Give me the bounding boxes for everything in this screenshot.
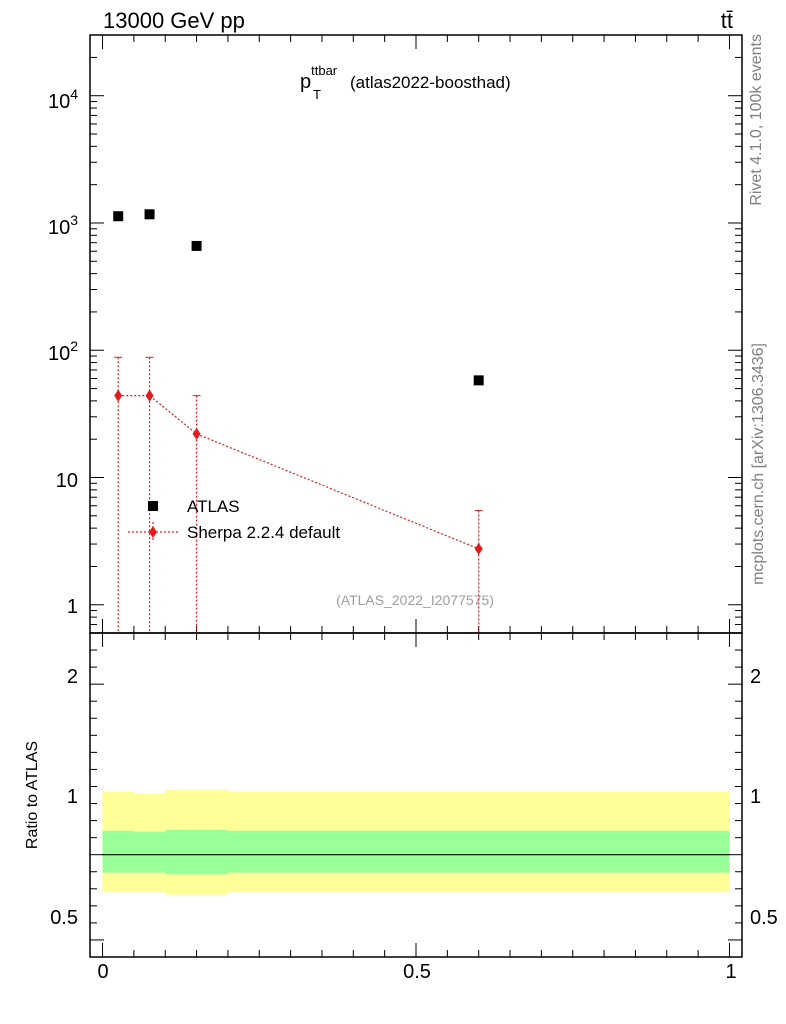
x-tick-label-0.5: 0.5 xyxy=(403,961,431,983)
atlas-point xyxy=(473,375,484,386)
legend: ATLAS Sherpa 2.2.4 default xyxy=(128,497,340,542)
ratio-y-tick-label-2: 2 xyxy=(67,666,78,688)
stat-uncertainty-band-segment xyxy=(133,831,166,873)
ratio-y-tick-label-1: 1 xyxy=(67,786,78,808)
ratio-y-tick-label-right-2: 2 xyxy=(750,666,761,688)
ratio-panel: 0.5 1 2 0.5 1 2 Ratio to ATLAS 0 0.5 1 xyxy=(24,632,778,983)
y-tick-label-1: 1 xyxy=(67,596,78,618)
atlas-series xyxy=(113,209,484,386)
y-tick-label-10000: 104 xyxy=(48,86,78,113)
legend-atlas-marker xyxy=(148,501,158,511)
y-tick-label-100: 102 xyxy=(48,338,78,365)
main-y-ticks xyxy=(90,34,742,634)
title-main: p xyxy=(300,71,311,93)
stat-uncertainty-band-segment xyxy=(102,830,134,873)
sherpa-line xyxy=(118,395,479,550)
title-tail: (atlas2022-boosthad) xyxy=(350,73,511,92)
x-tick-label-0: 0 xyxy=(97,961,108,983)
legend-sherpa-marker xyxy=(149,526,157,538)
analysis-id-label: (ATLAS_2022_I2077575) xyxy=(336,592,494,608)
ratio-bands xyxy=(102,789,730,895)
atlas-point xyxy=(191,240,202,251)
process-label: tt̄ xyxy=(721,8,733,33)
ratio-y-axis-label: Ratio to ATLAS xyxy=(24,741,41,849)
ratio-y-ticks xyxy=(90,632,742,958)
sherpa-series xyxy=(114,356,483,633)
main-panel: 1 10 102 103 104 pttbar T (atlas2022-boost… xyxy=(48,34,743,634)
x-tick-label-1: 1 xyxy=(725,961,736,983)
source-label: mcplots.cern.ch [arXiv:1306.3436] xyxy=(750,343,767,585)
energy-label: 13000 GeV pp xyxy=(103,8,245,33)
ratio-x-ticks xyxy=(102,633,730,957)
title-sub: T xyxy=(313,87,321,102)
stat-uncertainty-band-segment xyxy=(165,829,228,875)
legend-sherpa-label: Sherpa 2.2.4 default xyxy=(187,523,340,542)
title-sup: ttbar xyxy=(311,63,338,78)
y-tick-label-10: 10 xyxy=(56,470,78,492)
stat-uncertainty-band-segment xyxy=(227,830,730,873)
ratio-y-tick-label-right-1: 1 xyxy=(750,786,761,808)
rivet-version-label: Rivet 4.1.0, 100k events xyxy=(748,34,765,206)
y-tick-label-1000: 103 xyxy=(48,212,78,239)
atlas-point xyxy=(113,211,124,222)
ratio-y-tick-label-0.5: 0.5 xyxy=(50,907,78,929)
sherpa-point xyxy=(114,389,123,402)
sherpa-point xyxy=(192,427,201,440)
ratio-y-tick-label-right-0.5: 0.5 xyxy=(750,907,778,929)
sherpa-point xyxy=(474,542,483,555)
main-x-ticks xyxy=(102,35,730,633)
legend-atlas-label: ATLAS xyxy=(187,497,240,516)
plot-title: pttbar T (atlas2022-boosthad) xyxy=(300,63,511,102)
main-frame xyxy=(89,34,743,634)
sherpa-point xyxy=(145,389,154,402)
atlas-point xyxy=(144,209,155,220)
